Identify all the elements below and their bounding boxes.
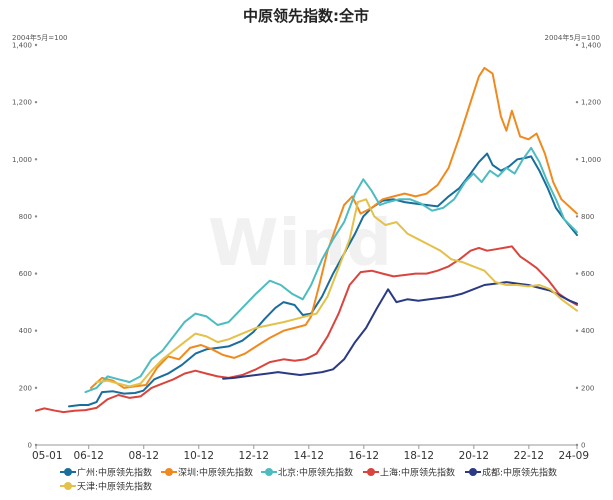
x-tick-label: 12-12 (239, 450, 270, 462)
x-tick-label: 20-12 (459, 450, 490, 462)
legend: 广州:中原领先指数 深圳:中原领先指数 北京:中原领先指数 上海:中原领先指数 成都:中… (60, 467, 557, 493)
legend-marker-2 (265, 468, 273, 476)
y-tick-mark-left (34, 100, 38, 104)
x-tick-label: 22-12 (514, 450, 545, 462)
legend-label-1: 深圳:中原领先指数 (178, 467, 253, 479)
y-tick-label-left: 200 (19, 384, 32, 392)
y-tick-label-right: 1,200 (581, 99, 601, 107)
legend-label-4: 成都:中原领先指数 (482, 467, 557, 479)
y-tick-mark-right (575, 43, 579, 47)
series-line-5 (95, 198, 578, 388)
legend-label-5: 天津:中原领先指数 (77, 481, 152, 493)
legend-marker-5 (64, 482, 72, 490)
x-tick-label: 18-12 (404, 450, 435, 462)
series-line-4 (222, 281, 578, 380)
y-tick-label-left: 1,000 (12, 156, 32, 164)
legend-marker-4 (469, 468, 477, 476)
y-tick-label-left: 800 (19, 213, 32, 221)
y-tick-mark-left (34, 215, 38, 218)
watermark: Wind (208, 207, 392, 281)
legend-marker-1 (165, 468, 173, 476)
series-line-2 (84, 146, 578, 394)
y-unit-label-left: 2004年5月=100 (12, 33, 68, 42)
legend-marker-0 (64, 468, 72, 476)
axes: 0 0 200 200 400 400 600 600 800 800 1,000 1,000 1,20… (12, 42, 601, 463)
x-tick-label: 10-12 (184, 450, 215, 462)
y-tick-mark-left (34, 329, 38, 332)
y-tick-label-left: 1,400 (12, 42, 32, 50)
y-tick-mark-left (34, 158, 38, 161)
legend-label-3: 上海:中原领先指数 (380, 467, 455, 479)
x-tick-label: 24-09 (558, 450, 589, 462)
series-lines (35, 66, 578, 414)
y-tick-label-right: 400 (581, 327, 594, 335)
legend-marker-3 (367, 468, 375, 476)
y-tick-label-right: 1,000 (581, 156, 601, 164)
y-tick-mark-left (34, 43, 38, 47)
y-tick-mark-left (34, 386, 38, 390)
y-tick-mark-right (575, 215, 579, 218)
y-tick-label-left: 400 (19, 327, 32, 335)
x-tick-label: 05-01 (32, 450, 63, 462)
y-tick-mark-left (34, 272, 38, 275)
legend-label-0: 广州:中原领先指数 (77, 467, 152, 479)
y-tick-mark-right (575, 329, 579, 332)
y-tick-label-left: 1,200 (12, 99, 32, 107)
series-line-3 (35, 245, 578, 414)
x-tick-label: 06-12 (73, 450, 104, 462)
y-tick-label-right: 200 (581, 384, 594, 392)
y-tick-mark-right (575, 272, 579, 275)
y-unit-label-right: 2004年5月=100 (545, 33, 601, 42)
x-tick-label: 16-12 (349, 450, 380, 462)
legend-label-2: 北京:中原领先指数 (278, 467, 353, 479)
y-tick-mark-right (575, 100, 579, 104)
y-tick-label-left: 600 (19, 270, 32, 278)
y-tick-label-right: 800 (581, 213, 594, 221)
series-line-1 (90, 66, 578, 389)
y-tick-mark-right (575, 386, 579, 390)
chart-title: 中原领先指数:全市 (243, 7, 369, 25)
x-tick-label: 14-12 (294, 450, 325, 462)
x-tick-label: 08-12 (128, 450, 159, 462)
y-tick-mark-right (575, 158, 579, 161)
y-tick-label-right: 1,400 (581, 42, 601, 50)
y-tick-label-right: 600 (581, 270, 594, 278)
y-tick-label-right: 0 (581, 442, 585, 450)
y-tick-label-left: 0 (28, 442, 32, 450)
